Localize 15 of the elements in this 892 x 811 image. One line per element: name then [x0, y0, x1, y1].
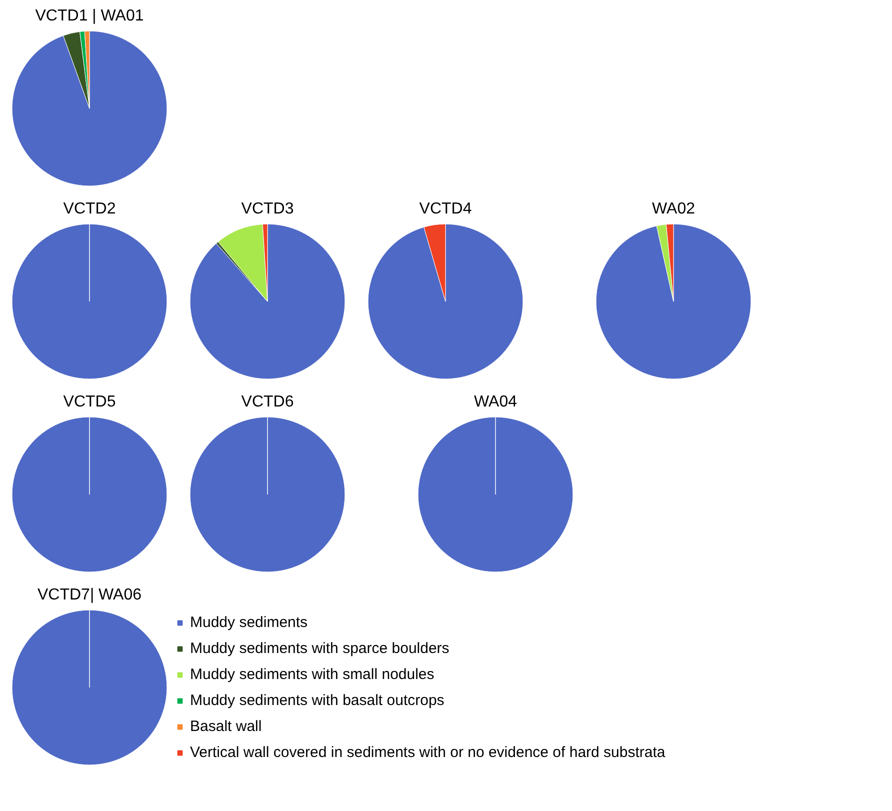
chart-title: VCTD4 [419, 200, 472, 218]
chart-title: VCTD3 [241, 200, 294, 218]
legend-label: Muddy sediments with small nodules [190, 666, 434, 683]
chart-title: VCTD6 [241, 394, 294, 410]
legend-label: Muddy sediments with basalt outcrops [190, 692, 444, 709]
chart-title: WA04 [474, 394, 518, 410]
chart-title: VCTD1 | WA01 [35, 8, 144, 24]
legend-label: Basalt wall [190, 718, 262, 735]
legend-label: Vertical wall covered in sediments with or no evidence of hard substrata [190, 744, 666, 761]
chart-title: VCTD5 [63, 394, 116, 410]
chart-title: WA02 [652, 200, 696, 218]
legend-label: Muddy sediments with sparce boulders [190, 640, 450, 657]
legend-label: Muddy sediments [190, 614, 308, 631]
chart-title: VCTD7| WA06 [37, 586, 142, 604]
chart-title: VCTD2 [63, 200, 116, 218]
